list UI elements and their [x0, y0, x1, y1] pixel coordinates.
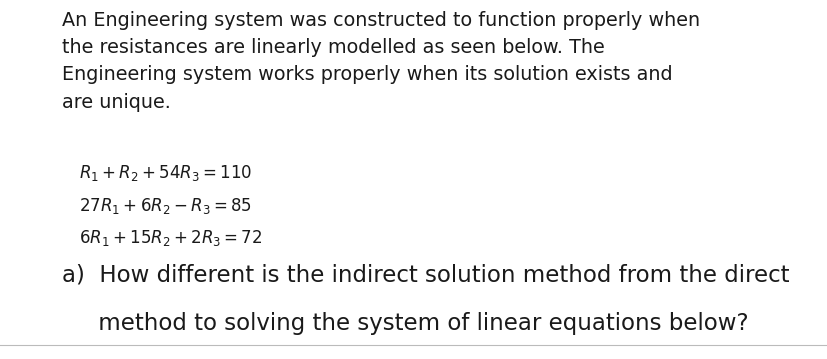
Text: a)  How different is the indirect solution method from the direct: a) How different is the indirect solutio…	[62, 264, 789, 287]
Text: An Engineering system was constructed to function properly when
the resistances : An Engineering system was constructed to…	[62, 11, 700, 112]
Text: $R_1 + R_2 + 54R_3 = 110$: $R_1 + R_2 + 54R_3 = 110$	[79, 163, 251, 183]
Text: method to solving the system of linear equations below?: method to solving the system of linear e…	[62, 312, 748, 335]
Text: $6R_1 + 15R_2 + 2R_3 = 72$: $6R_1 + 15R_2 + 2R_3 = 72$	[79, 228, 262, 248]
Text: $27R_1 + 6R_2 - R_3 = 85$: $27R_1 + 6R_2 - R_3 = 85$	[79, 196, 251, 216]
